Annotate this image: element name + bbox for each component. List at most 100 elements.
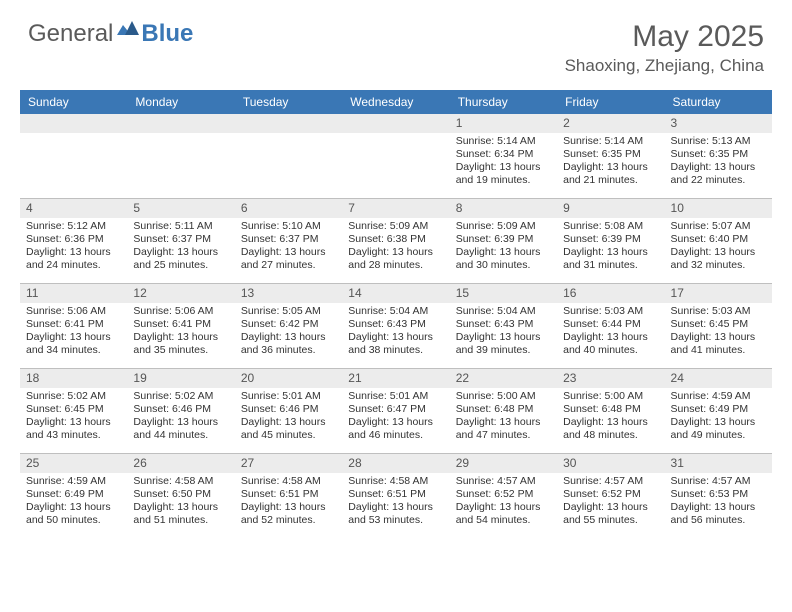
day-number-empty: [127, 114, 234, 133]
sunrise-text: Sunrise: 5:03 AM: [563, 305, 658, 318]
daylight-text: Daylight: 13 hours and 51 minutes.: [133, 501, 228, 527]
day-body: Sunrise: 4:58 AMSunset: 6:51 PMDaylight:…: [235, 473, 342, 532]
day-cell: 27Sunrise: 4:58 AMSunset: 6:51 PMDayligh…: [235, 454, 342, 538]
daylight-text: Daylight: 13 hours and 24 minutes.: [26, 246, 121, 272]
day-cell: 17Sunrise: 5:03 AMSunset: 6:45 PMDayligh…: [665, 284, 772, 368]
daylight-text: Daylight: 13 hours and 38 minutes.: [348, 331, 443, 357]
day-body: Sunrise: 5:09 AMSunset: 6:39 PMDaylight:…: [450, 218, 557, 277]
sunset-text: Sunset: 6:49 PM: [26, 488, 121, 501]
day-cell: 18Sunrise: 5:02 AMSunset: 6:45 PMDayligh…: [20, 369, 127, 453]
day-cell: 5Sunrise: 5:11 AMSunset: 6:37 PMDaylight…: [127, 199, 234, 283]
day-number: 24: [665, 369, 772, 388]
day-number: 4: [20, 199, 127, 218]
daylight-text: Daylight: 13 hours and 27 minutes.: [241, 246, 336, 272]
day-body: Sunrise: 4:59 AMSunset: 6:49 PMDaylight:…: [665, 388, 772, 447]
daylight-text: Daylight: 13 hours and 48 minutes.: [563, 416, 658, 442]
day-number: 17: [665, 284, 772, 303]
daylight-text: Daylight: 13 hours and 39 minutes.: [456, 331, 551, 357]
day-cell: 4 Sunrise: 5:12 AMSunset: 6:36 PMDaylight…: [20, 199, 127, 283]
day-cell: 26Sunrise: 4:58 AMSunset: 6:50 PMDayligh…: [127, 454, 234, 538]
day-number: 15: [450, 284, 557, 303]
day-number: 11: [20, 284, 127, 303]
daylight-text: Daylight: 13 hours and 31 minutes.: [563, 246, 658, 272]
sunset-text: Sunset: 6:36 PM: [26, 233, 121, 246]
weekday-header: Friday: [557, 90, 664, 114]
day-number: 14: [342, 284, 449, 303]
day-cell: 11Sunrise: 5:06 AMSunset: 6:41 PMDayligh…: [20, 284, 127, 368]
location: Shaoxing, Zhejiang, China: [565, 56, 764, 76]
sunset-text: Sunset: 6:37 PM: [241, 233, 336, 246]
day-body: Sunrise: 4:58 AMSunset: 6:51 PMDaylight:…: [342, 473, 449, 532]
daylight-text: Daylight: 13 hours and 35 minutes.: [133, 331, 228, 357]
sunrise-text: Sunrise: 4:59 AM: [26, 475, 121, 488]
month-title: May 2025: [565, 20, 764, 54]
day-cell: 13Sunrise: 5:05 AMSunset: 6:42 PMDayligh…: [235, 284, 342, 368]
sunset-text: Sunset: 6:46 PM: [133, 403, 228, 416]
day-cell: [127, 114, 234, 198]
weekday-header: Wednesday: [342, 90, 449, 114]
daylight-text: Daylight: 13 hours and 28 minutes.: [348, 246, 443, 272]
weekday-header-row: SundayMondayTuesdayWednesdayThursdayFrid…: [20, 90, 772, 114]
sunset-text: Sunset: 6:45 PM: [671, 318, 766, 331]
daylight-text: Daylight: 13 hours and 25 minutes.: [133, 246, 228, 272]
daylight-text: Daylight: 13 hours and 56 minutes.: [671, 501, 766, 527]
day-cell: 16Sunrise: 5:03 AMSunset: 6:44 PMDayligh…: [557, 284, 664, 368]
sunset-text: Sunset: 6:43 PM: [456, 318, 551, 331]
sunset-text: Sunset: 6:41 PM: [133, 318, 228, 331]
day-number: 30: [557, 454, 664, 473]
day-cell: 9Sunrise: 5:08 AMSunset: 6:39 PMDaylight…: [557, 199, 664, 283]
day-number: 9: [557, 199, 664, 218]
day-body: Sunrise: 4:59 AMSunset: 6:49 PMDaylight:…: [20, 473, 127, 532]
sunrise-text: Sunrise: 5:01 AM: [241, 390, 336, 403]
day-number-empty: [20, 114, 127, 133]
sunrise-text: Sunrise: 5:09 AM: [348, 220, 443, 233]
sunrise-text: Sunrise: 5:11 AM: [133, 220, 228, 233]
sunrise-text: Sunrise: 5:13 AM: [671, 135, 766, 148]
daylight-text: Daylight: 13 hours and 45 minutes.: [241, 416, 336, 442]
day-body: Sunrise: 5:11 AMSunset: 6:37 PMDaylight:…: [127, 218, 234, 277]
sunrise-text: Sunrise: 5:14 AM: [456, 135, 551, 148]
logo-text-general: General: [28, 20, 113, 48]
day-cell: 22Sunrise: 5:00 AMSunset: 6:48 PMDayligh…: [450, 369, 557, 453]
day-number: 22: [450, 369, 557, 388]
daylight-text: Daylight: 13 hours and 53 minutes.: [348, 501, 443, 527]
sunset-text: Sunset: 6:52 PM: [563, 488, 658, 501]
sunset-text: Sunset: 6:35 PM: [671, 148, 766, 161]
sunrise-text: Sunrise: 5:10 AM: [241, 220, 336, 233]
day-cell: 15Sunrise: 5:04 AMSunset: 6:43 PMDayligh…: [450, 284, 557, 368]
day-number: 23: [557, 369, 664, 388]
sunset-text: Sunset: 6:52 PM: [456, 488, 551, 501]
day-cell: 28Sunrise: 4:58 AMSunset: 6:51 PMDayligh…: [342, 454, 449, 538]
day-cell: 6Sunrise: 5:10 AMSunset: 6:37 PMDaylight…: [235, 199, 342, 283]
daylight-text: Daylight: 13 hours and 43 minutes.: [26, 416, 121, 442]
day-number: 3: [665, 114, 772, 133]
day-body: Sunrise: 5:04 AMSunset: 6:43 PMDaylight:…: [450, 303, 557, 362]
day-cell: 30Sunrise: 4:57 AMSunset: 6:52 PMDayligh…: [557, 454, 664, 538]
day-cell: 2Sunrise: 5:14 AMSunset: 6:35 PMDaylight…: [557, 114, 664, 198]
daylight-text: Daylight: 13 hours and 54 minutes.: [456, 501, 551, 527]
weekday-header: Sunday: [20, 90, 127, 114]
day-cell: 14Sunrise: 5:04 AMSunset: 6:43 PMDayligh…: [342, 284, 449, 368]
day-cell: 8Sunrise: 5:09 AMSunset: 6:39 PMDaylight…: [450, 199, 557, 283]
sunrise-text: Sunrise: 5:03 AM: [671, 305, 766, 318]
day-body: Sunrise: 4:57 AMSunset: 6:52 PMDaylight:…: [450, 473, 557, 532]
sunrise-text: Sunrise: 5:01 AM: [348, 390, 443, 403]
day-number: 13: [235, 284, 342, 303]
sunrise-text: Sunrise: 5:12 AM: [26, 220, 121, 233]
day-cell: 1Sunrise: 5:14 AMSunset: 6:34 PMDaylight…: [450, 114, 557, 198]
daylight-text: Daylight: 13 hours and 36 minutes.: [241, 331, 336, 357]
daylight-text: Daylight: 13 hours and 32 minutes.: [671, 246, 766, 272]
day-body: Sunrise: 5:08 AMSunset: 6:39 PMDaylight:…: [557, 218, 664, 277]
day-body: Sunrise: 5:01 AMSunset: 6:47 PMDaylight:…: [342, 388, 449, 447]
sunset-text: Sunset: 6:47 PM: [348, 403, 443, 416]
logo: General Blue: [28, 20, 193, 48]
sunset-text: Sunset: 6:46 PM: [241, 403, 336, 416]
day-cell: 29Sunrise: 4:57 AMSunset: 6:52 PMDayligh…: [450, 454, 557, 538]
sunset-text: Sunset: 6:49 PM: [671, 403, 766, 416]
daylight-text: Daylight: 13 hours and 52 minutes.: [241, 501, 336, 527]
day-body: Sunrise: 5:00 AMSunset: 6:48 PMDaylight:…: [450, 388, 557, 447]
day-body: Sunrise: 4:57 AMSunset: 6:52 PMDaylight:…: [557, 473, 664, 532]
weekday-header: Tuesday: [235, 90, 342, 114]
day-cell: 3Sunrise: 5:13 AMSunset: 6:35 PMDaylight…: [665, 114, 772, 198]
day-cell: [342, 114, 449, 198]
